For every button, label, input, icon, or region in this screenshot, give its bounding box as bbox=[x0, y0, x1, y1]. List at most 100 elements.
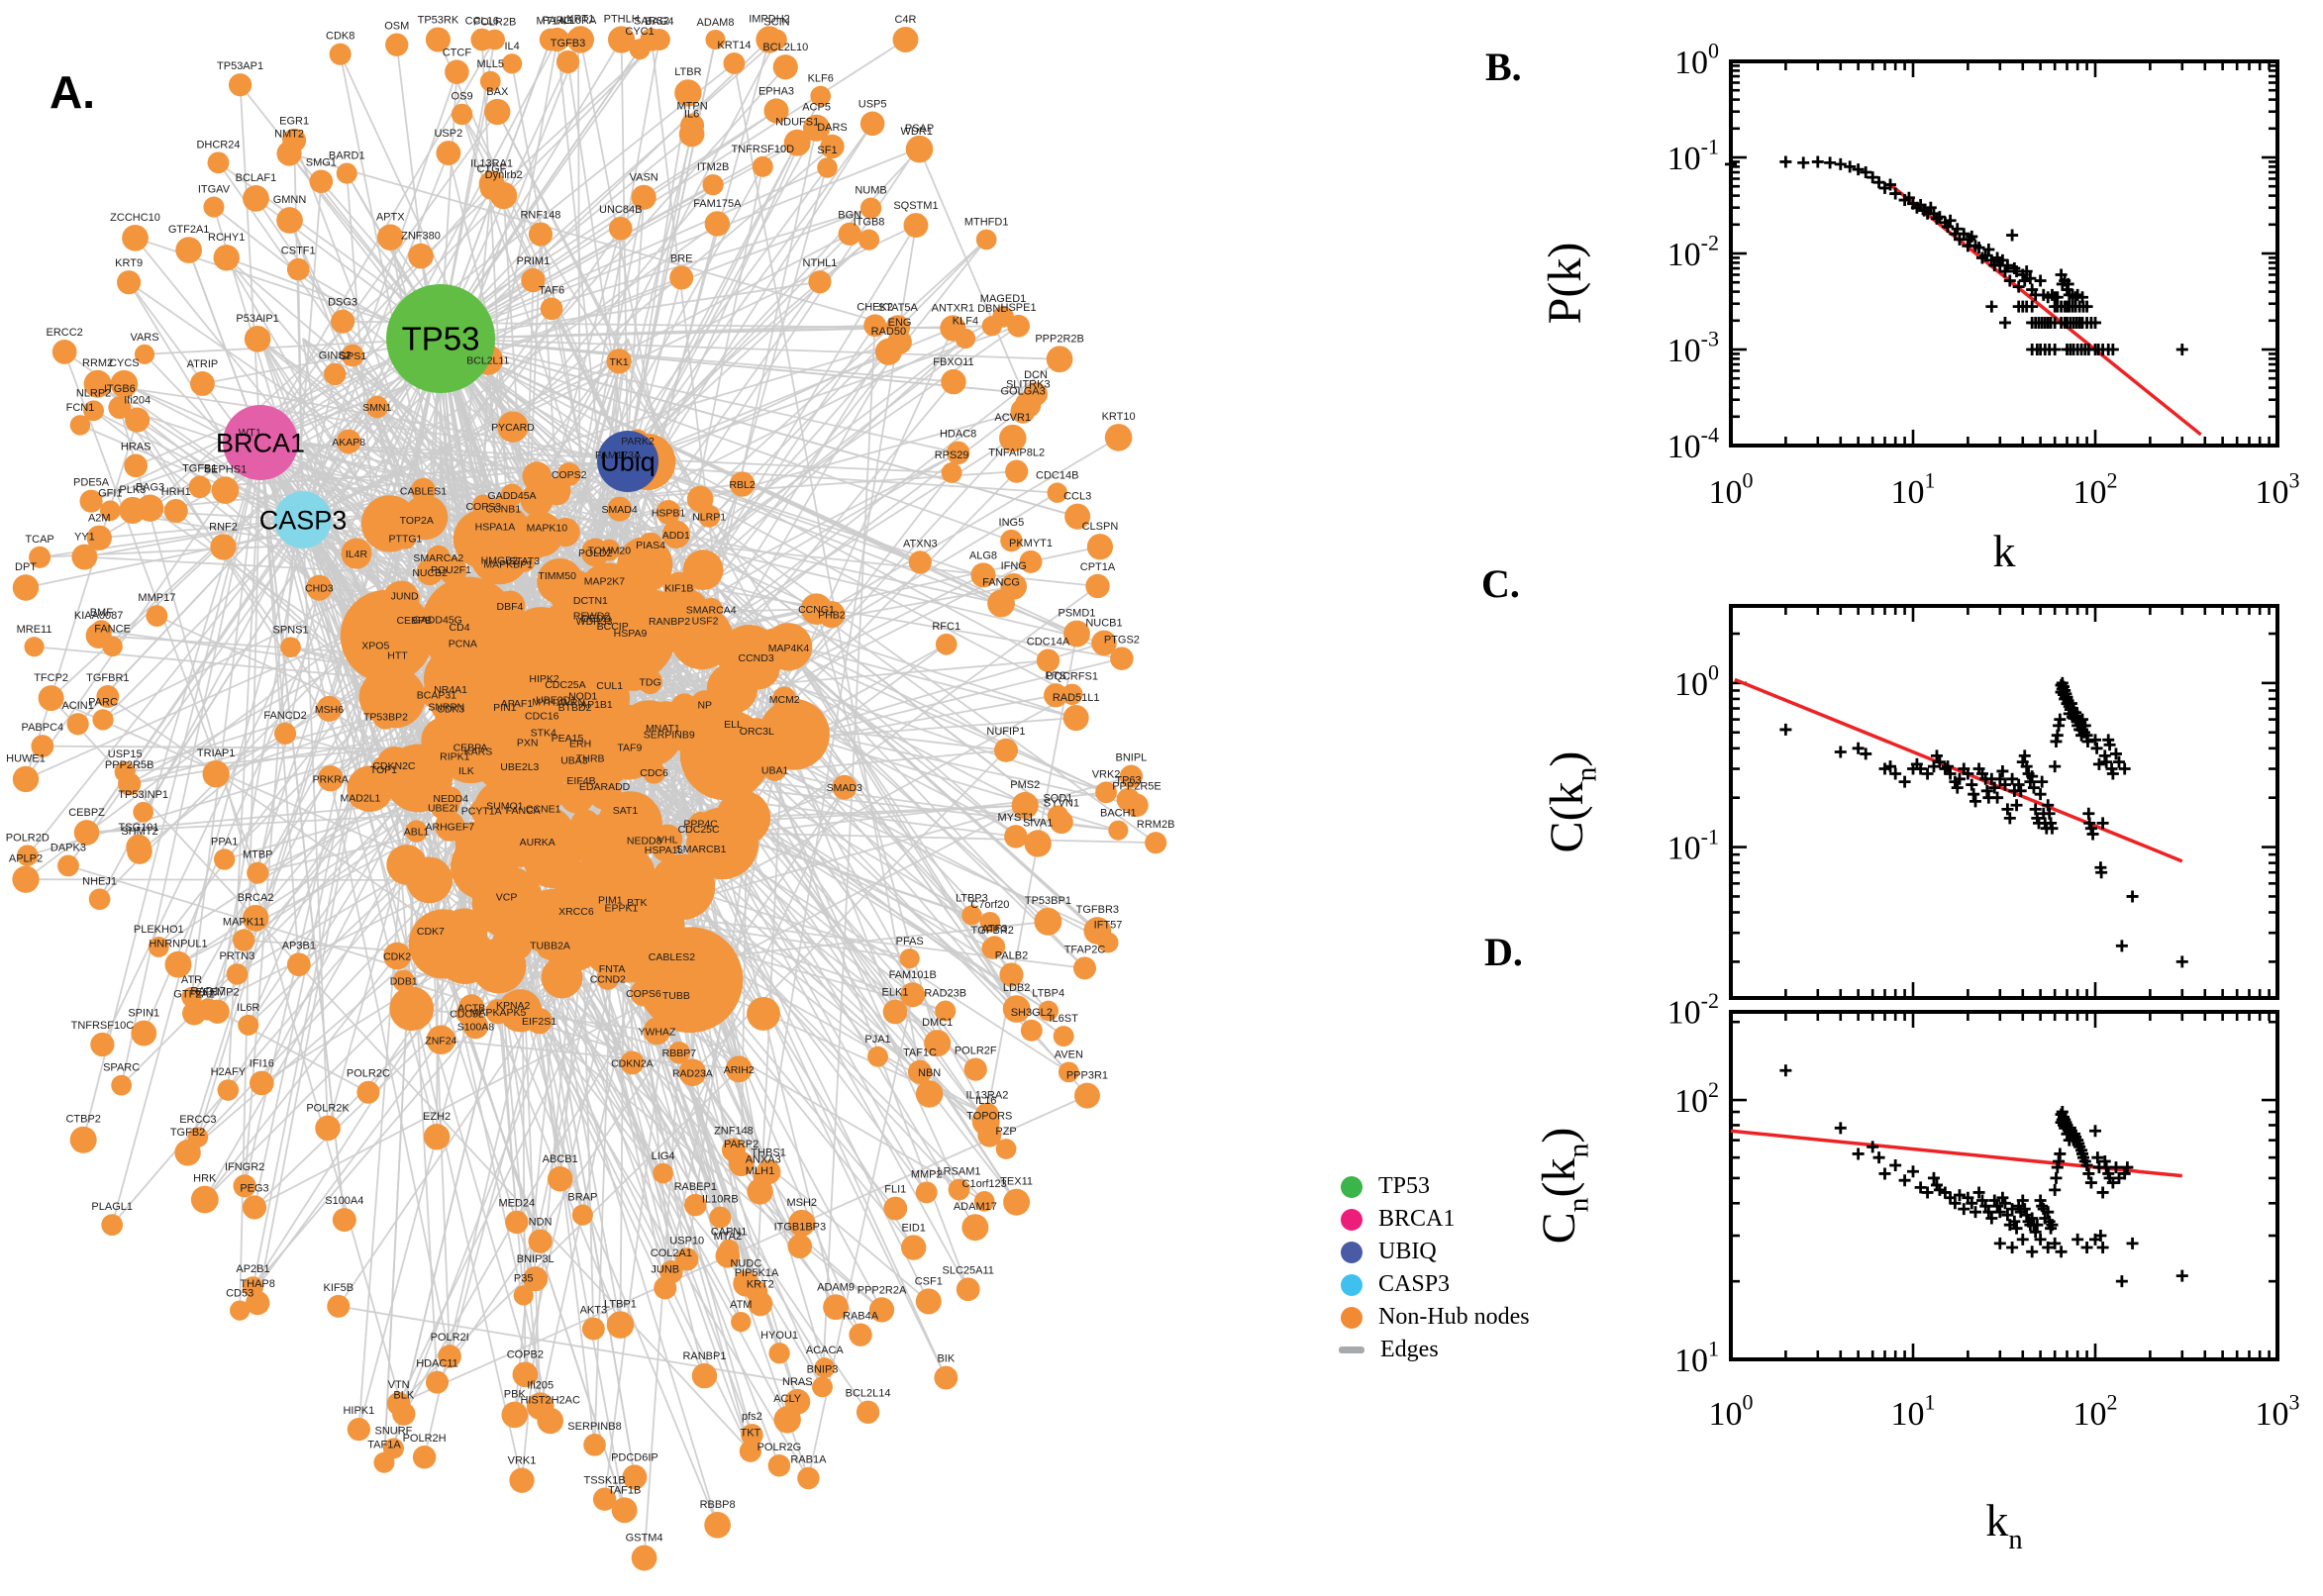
network-node bbox=[73, 820, 100, 846]
network-edge bbox=[101, 338, 442, 1046]
network-node bbox=[540, 297, 563, 321]
tick-label: 10-1 bbox=[1667, 824, 1719, 866]
network-node bbox=[682, 549, 724, 591]
network-edge bbox=[663, 769, 776, 1289]
network-edge bbox=[302, 360, 620, 521]
network-node bbox=[504, 690, 530, 716]
tick-label: 10-3 bbox=[1667, 327, 1719, 369]
network-edge bbox=[783, 328, 955, 700]
data-point-marker bbox=[2086, 828, 2099, 841]
legend-item-label: BRCA1 bbox=[1378, 1206, 1456, 1232]
legend-item-label: Edges bbox=[1380, 1337, 1439, 1362]
network-node bbox=[1072, 956, 1097, 980]
network-edge bbox=[460, 113, 1033, 1032]
network-edge bbox=[111, 519, 304, 1226]
network-node bbox=[442, 743, 468, 769]
data-point-marker bbox=[2126, 890, 2139, 903]
network-node bbox=[376, 224, 404, 250]
data-point-marker bbox=[1834, 157, 1847, 170]
network-node bbox=[606, 349, 632, 374]
legend-item-label: Non-Hub nodes bbox=[1378, 1304, 1530, 1330]
legend-item-nonhub: Non-Hub nodes bbox=[1341, 1301, 1530, 1334]
legend-item-brca1: BRCA1 bbox=[1341, 1203, 1530, 1236]
network-edge bbox=[302, 233, 851, 521]
network-node bbox=[817, 157, 838, 178]
network-node bbox=[379, 750, 409, 780]
network-node bbox=[1007, 314, 1030, 338]
network-node bbox=[521, 267, 546, 293]
network-edge bbox=[288, 152, 899, 329]
data-point-marker bbox=[2092, 757, 2105, 770]
legend-item-tp53: TP53 bbox=[1341, 1170, 1530, 1203]
data-point-marker bbox=[1860, 748, 1872, 760]
data-point-marker bbox=[2109, 1161, 2122, 1174]
network-node bbox=[777, 636, 800, 658]
data-point-marker bbox=[2016, 1233, 2029, 1246]
plot-frame bbox=[1729, 1010, 2279, 1361]
network-node bbox=[332, 1208, 356, 1233]
legend-item-label: UBIQ bbox=[1378, 1239, 1437, 1264]
network-node bbox=[526, 1007, 553, 1035]
network-edge bbox=[259, 442, 300, 965]
data-point-marker bbox=[2006, 772, 2019, 785]
network-edge bbox=[807, 994, 914, 1479]
tick-label: 10-2 bbox=[1667, 231, 1719, 273]
data-point-marker bbox=[1958, 1203, 1970, 1216]
data-point-marker bbox=[2090, 742, 2103, 754]
network-edge bbox=[120, 442, 261, 1086]
network-node bbox=[412, 1446, 437, 1469]
network-edge bbox=[422, 308, 553, 491]
fit-line bbox=[1730, 1129, 2182, 1178]
network-node bbox=[403, 506, 431, 534]
data-point-marker bbox=[2049, 760, 2062, 773]
tick-label: 100 bbox=[1709, 468, 1754, 511]
network-node bbox=[392, 969, 415, 992]
network-node bbox=[1003, 1188, 1031, 1216]
network-node bbox=[752, 155, 773, 177]
network-node bbox=[590, 771, 619, 801]
network-node bbox=[970, 562, 996, 588]
axis-label: P(k) bbox=[1539, 243, 1591, 325]
network-node bbox=[51, 340, 77, 364]
network-node bbox=[17, 845, 39, 866]
network-node bbox=[935, 1000, 957, 1022]
data-point-marker bbox=[1844, 160, 1857, 173]
data-point-marker bbox=[1834, 1122, 1847, 1135]
network-node bbox=[462, 1013, 489, 1040]
data-point-marker bbox=[2018, 274, 2031, 287]
panel-b-label: B. bbox=[1485, 45, 1522, 89]
data-point-marker bbox=[1852, 1147, 1865, 1160]
data-point-marker bbox=[1993, 1237, 2006, 1249]
data-point-marker bbox=[1867, 1141, 1879, 1153]
network-node bbox=[490, 880, 523, 913]
network-node bbox=[1036, 648, 1060, 672]
network-node bbox=[507, 794, 539, 826]
network-edge bbox=[259, 442, 346, 1221]
network-edge bbox=[259, 110, 777, 444]
network-node bbox=[29, 546, 51, 568]
network-edge bbox=[619, 316, 1004, 510]
network-edge bbox=[627, 325, 1019, 462]
network-node bbox=[244, 326, 271, 352]
network-edge bbox=[627, 460, 1014, 588]
network-node bbox=[768, 1343, 790, 1364]
node-swatch-icon bbox=[1341, 1306, 1363, 1329]
network-node bbox=[661, 520, 690, 549]
network-node bbox=[1019, 549, 1043, 573]
tick-label: 102 bbox=[2073, 468, 2118, 511]
network-node bbox=[309, 169, 334, 194]
data-point-marker bbox=[1970, 795, 1982, 808]
axis-ticks bbox=[1729, 606, 2279, 998]
network-node bbox=[522, 461, 553, 491]
network-node bbox=[638, 532, 663, 557]
plot-frame bbox=[1729, 604, 2279, 1000]
network-node bbox=[417, 917, 444, 944]
network-node bbox=[217, 1079, 240, 1101]
data-point-marker bbox=[2054, 1147, 2067, 1160]
network-edge bbox=[580, 779, 1017, 838]
network-edge bbox=[440, 280, 821, 340]
network-edge bbox=[629, 632, 995, 948]
data-point-marker bbox=[2082, 1167, 2095, 1180]
network-node bbox=[739, 1440, 761, 1462]
network-edge bbox=[259, 207, 871, 444]
